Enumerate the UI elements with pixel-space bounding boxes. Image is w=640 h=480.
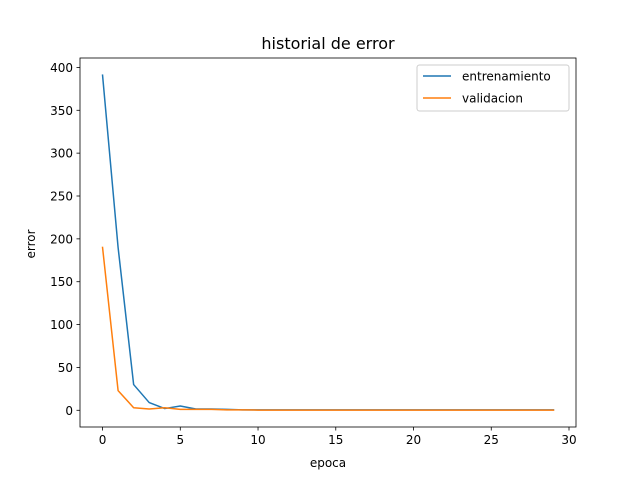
series-line-validacion bbox=[101, 246, 555, 411]
y-tick-label: 50 bbox=[58, 361, 73, 375]
x-tick-label: 20 bbox=[406, 433, 421, 447]
x-tick-label: 5 bbox=[176, 433, 184, 447]
y-tick-label: 400 bbox=[50, 61, 73, 75]
legend: entrenamiento validacion bbox=[416, 64, 570, 112]
x-tick-label: 10 bbox=[250, 433, 265, 447]
y-tick-label: 250 bbox=[50, 190, 73, 204]
y-tick-label: 100 bbox=[50, 318, 73, 332]
y-tick-label: 350 bbox=[50, 104, 73, 118]
y-tick-label: 300 bbox=[50, 147, 73, 161]
axes-frame bbox=[79, 57, 577, 428]
x-axis-label: epoca bbox=[310, 456, 346, 470]
legend-box bbox=[416, 64, 570, 112]
x-tick-label: 25 bbox=[484, 433, 499, 447]
y-tick-label: 150 bbox=[50, 275, 73, 289]
y-tick-label: 0 bbox=[65, 404, 73, 418]
legend-label-entrenamiento: entrenamiento bbox=[462, 70, 551, 84]
y-axis-label: error bbox=[24, 229, 38, 258]
chart-title: historial de error bbox=[261, 34, 395, 53]
x-tick-label: 30 bbox=[561, 433, 576, 447]
x-tick-label: 15 bbox=[328, 433, 343, 447]
legend-label-validacion: validacion bbox=[462, 92, 523, 106]
x-tick-label: 0 bbox=[99, 433, 107, 447]
y-tick-label: 200 bbox=[50, 232, 73, 246]
